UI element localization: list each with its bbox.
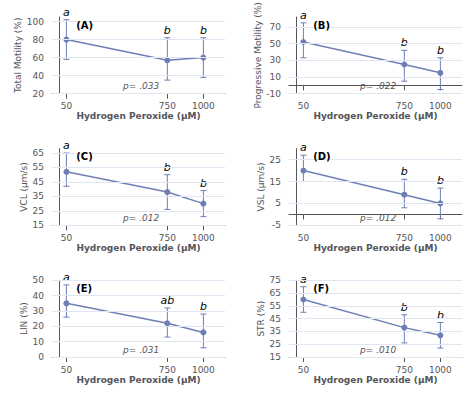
svg-text:b: b <box>437 309 444 322</box>
svg-text:750: 750 <box>396 365 413 375</box>
svg-text:a: a <box>300 141 307 154</box>
svg-text:(E): (E) <box>76 283 92 294</box>
svg-text:50: 50 <box>270 39 282 49</box>
svg-text:35: 35 <box>33 191 44 201</box>
svg-text:p= .010: p= .010 <box>359 345 396 355</box>
svg-text:a: a <box>63 6 70 19</box>
svg-text:b: b <box>164 24 171 37</box>
svg-text:Hydrogen Peroxide (μM): Hydrogen Peroxide (μM) <box>76 111 200 121</box>
svg-text:Hydrogen Peroxide (μM): Hydrogen Peroxide (μM) <box>313 111 437 121</box>
svg-text:Hydrogen Peroxide (μM): Hydrogen Peroxide (μM) <box>76 243 200 253</box>
svg-text:p= .033: p= .033 <box>122 81 159 91</box>
svg-text:Total Motility (%): Total Motility (%) <box>13 18 23 94</box>
svg-text:60: 60 <box>33 53 45 63</box>
svg-text:Hydrogen Peroxide (μM): Hydrogen Peroxide (μM) <box>313 375 437 385</box>
svg-text:50: 50 <box>61 101 73 111</box>
svg-text:25: 25 <box>33 206 44 216</box>
svg-text:750: 750 <box>159 101 176 111</box>
svg-text:45: 45 <box>33 177 44 187</box>
svg-text:a: a <box>63 271 70 284</box>
svg-text:b: b <box>199 300 207 314</box>
svg-text:(C): (C) <box>76 151 92 162</box>
svg-text:b: b <box>401 165 408 178</box>
svg-text:b: b <box>200 24 207 37</box>
svg-text:1000: 1000 <box>192 101 215 111</box>
svg-text:b: b <box>401 36 408 49</box>
svg-text:-10: -10 <box>266 89 281 99</box>
svg-text:75: 75 <box>270 275 281 285</box>
svg-text:b: b <box>437 44 444 57</box>
svg-text:b: b <box>163 160 171 174</box>
svg-text:30: 30 <box>270 55 282 65</box>
svg-text:40: 40 <box>33 291 45 301</box>
svg-text:70: 70 <box>270 22 282 32</box>
svg-text:1000: 1000 <box>429 101 452 111</box>
svg-text:1000: 1000 <box>192 365 215 375</box>
svg-text:0: 0 <box>38 352 44 362</box>
svg-text:45: 45 <box>270 314 281 324</box>
svg-text:a: a <box>300 9 307 22</box>
svg-text:1000: 1000 <box>192 233 215 243</box>
svg-text:Hydrogen Peroxide (μM): Hydrogen Peroxide (μM) <box>76 375 200 385</box>
svg-text:VSL (μm/s): VSL (μm/s) <box>256 163 266 212</box>
svg-text:20: 20 <box>33 89 45 99</box>
svg-text:LIN (%): LIN (%) <box>19 302 29 335</box>
svg-text:a: a <box>300 273 307 286</box>
svg-text:50: 50 <box>298 101 310 111</box>
svg-text:20: 20 <box>33 321 45 331</box>
svg-text:50: 50 <box>61 365 73 375</box>
svg-text:5: 5 <box>275 198 281 208</box>
svg-text:50: 50 <box>298 365 310 375</box>
svg-text:VCL (μm/s): VCL (μm/s) <box>19 162 29 212</box>
svg-text:750: 750 <box>396 101 413 111</box>
svg-text:55: 55 <box>33 162 44 172</box>
svg-text:Progressive Motility (%): Progressive Motility (%) <box>253 2 263 108</box>
svg-text:-5: -5 <box>272 220 281 230</box>
svg-text:(D): (D) <box>313 151 330 162</box>
svg-text:65: 65 <box>33 148 44 158</box>
svg-text:65: 65 <box>270 288 281 298</box>
svg-text:10: 10 <box>33 337 45 347</box>
svg-text:10: 10 <box>270 72 282 82</box>
svg-text:50: 50 <box>298 233 310 243</box>
svg-text:750: 750 <box>159 365 176 375</box>
svg-text:(B): (B) <box>313 20 330 31</box>
svg-text:1000: 1000 <box>429 233 452 243</box>
svg-text:80: 80 <box>33 35 45 45</box>
svg-text:15: 15 <box>33 220 44 230</box>
svg-text:1000: 1000 <box>429 365 452 375</box>
svg-text:b: b <box>200 177 207 190</box>
svg-text:40: 40 <box>33 71 45 81</box>
svg-text:b: b <box>401 301 408 314</box>
svg-text:750: 750 <box>159 233 176 243</box>
svg-text:55: 55 <box>270 301 281 311</box>
svg-text:35: 35 <box>270 326 281 336</box>
svg-text:(A): (A) <box>76 20 93 31</box>
svg-text:(F): (F) <box>313 283 329 294</box>
svg-text:p= .012: p= .012 <box>359 213 396 223</box>
svg-text:30: 30 <box>33 306 45 316</box>
svg-text:15: 15 <box>270 352 281 362</box>
svg-text:Hydrogen Peroxide (μM): Hydrogen Peroxide (μM) <box>313 243 437 253</box>
svg-text:750: 750 <box>396 233 413 243</box>
svg-text:p= .022: p= .022 <box>359 81 396 91</box>
svg-text:p= .031: p= .031 <box>122 345 159 355</box>
svg-text:a: a <box>63 139 70 152</box>
svg-text:p= .012: p= .012 <box>122 213 159 223</box>
svg-text:ab: ab <box>160 293 175 307</box>
svg-text:STR (%): STR (%) <box>256 301 266 337</box>
svg-text:50: 50 <box>61 233 73 243</box>
svg-text:b: b <box>437 174 444 187</box>
svg-text:100: 100 <box>27 17 44 27</box>
svg-text:15: 15 <box>270 177 281 187</box>
svg-text:25: 25 <box>270 155 281 165</box>
svg-text:25: 25 <box>270 339 281 349</box>
svg-text:50: 50 <box>33 275 45 285</box>
